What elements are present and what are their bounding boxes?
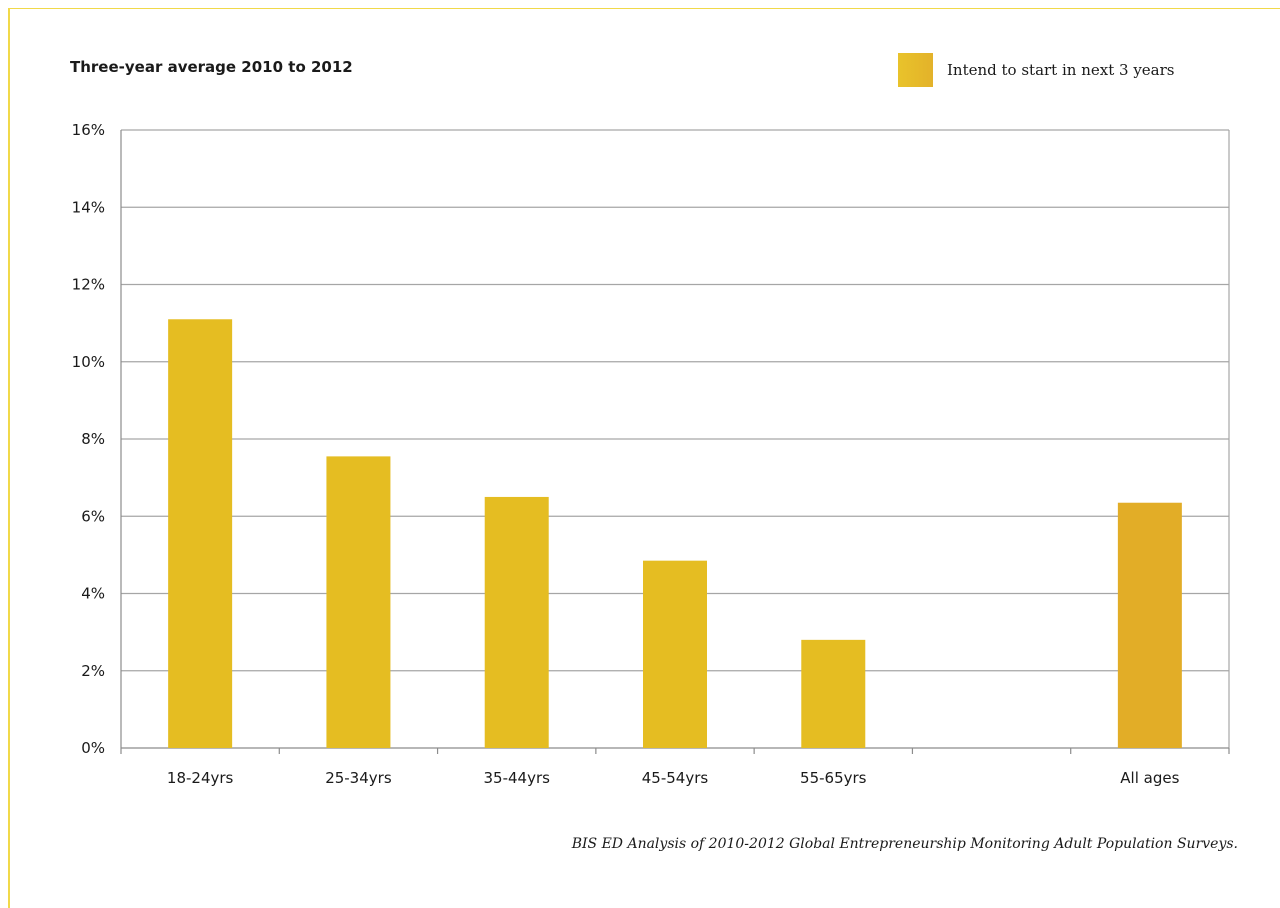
- x-tick-label: All ages: [1120, 769, 1179, 787]
- y-tick-label: 12%: [72, 276, 105, 294]
- bar: [1117, 502, 1182, 748]
- bar: [801, 639, 866, 748]
- x-tick-label: 35-44yrs: [483, 769, 550, 787]
- y-tick-label: 10%: [72, 353, 105, 371]
- y-tick-label: 6%: [81, 507, 105, 525]
- y-tick-label: 14%: [72, 198, 105, 216]
- chart-frame: [8, 8, 1280, 908]
- y-tick-label: 16%: [72, 121, 105, 139]
- y-tick-label: 8%: [81, 430, 105, 448]
- bar: [168, 319, 233, 748]
- x-tick-label: 45-54yrs: [642, 769, 709, 787]
- chart-title: Three-year average 2010 to 2012: [70, 58, 353, 76]
- legend-swatch: [898, 53, 933, 87]
- bar: [643, 560, 707, 748]
- y-tick-label: 4%: [81, 585, 105, 603]
- y-tick-label: 2%: [81, 662, 105, 680]
- source-note: BIS ED Analysis of 2010-2012 Global Entr…: [571, 836, 1238, 852]
- chart-legend: Intend to start in next 3 years: [898, 53, 1174, 87]
- x-tick-label: 25-34yrs: [325, 769, 392, 787]
- bar: [326, 456, 391, 748]
- x-tick-label: 55-65yrs: [800, 769, 867, 787]
- legend-label: Intend to start in next 3 years: [947, 61, 1175, 79]
- bar: [484, 496, 549, 748]
- x-tick-label: 18-24yrs: [167, 769, 234, 787]
- y-tick-label: 0%: [81, 739, 105, 757]
